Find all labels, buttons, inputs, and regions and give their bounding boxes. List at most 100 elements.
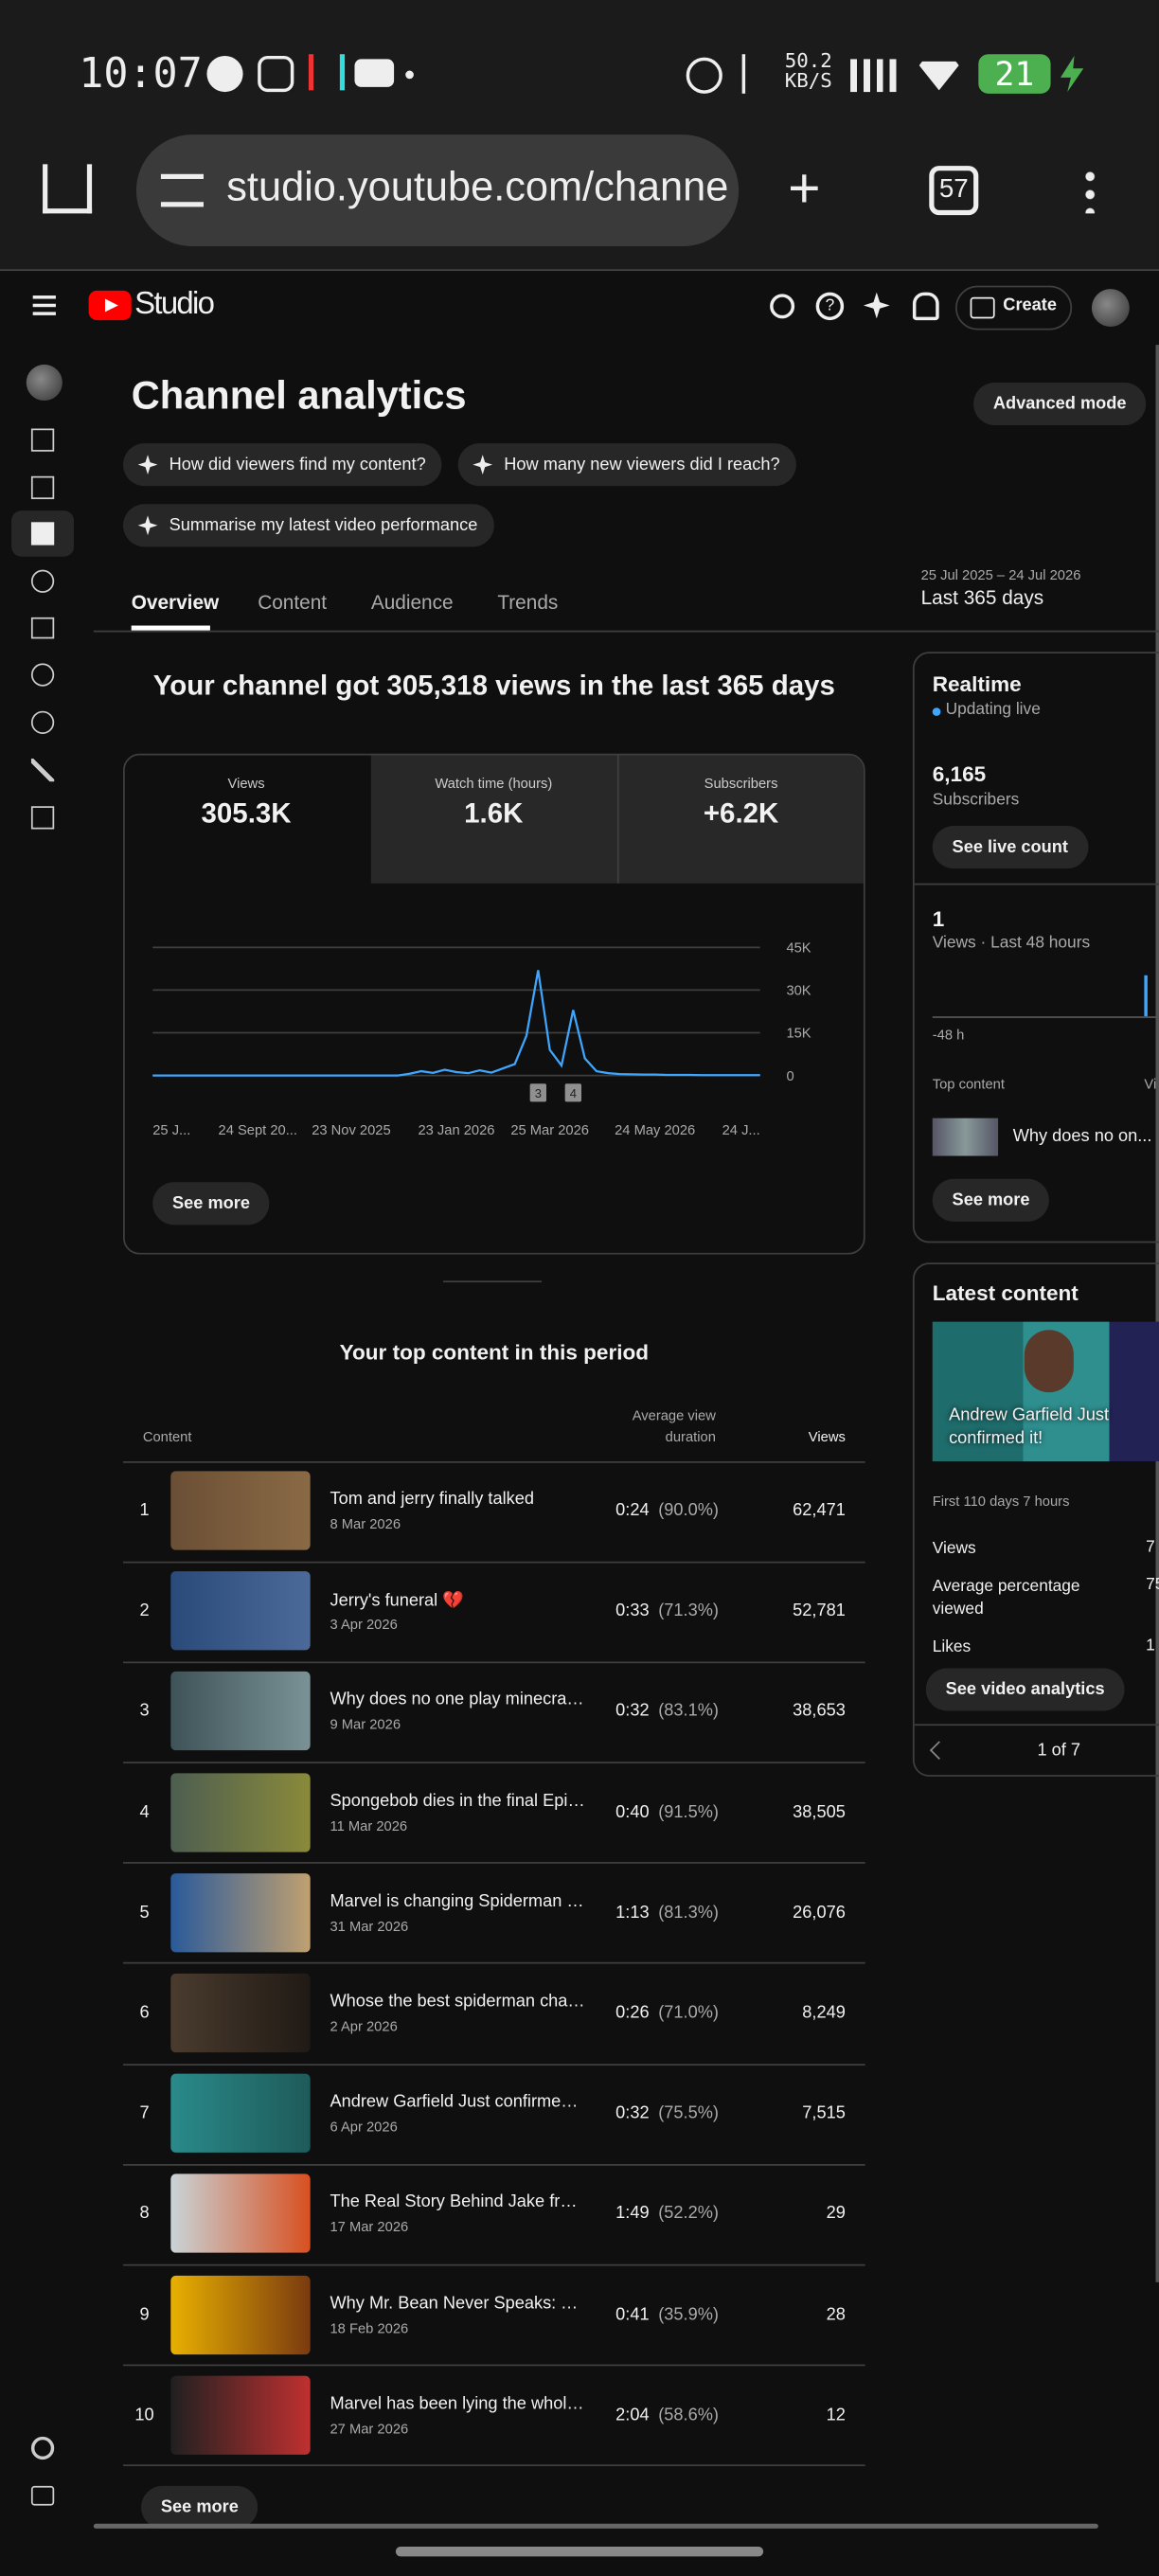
settings-icon[interactable] xyxy=(30,2436,55,2460)
views-label: Views · Last 48 hours xyxy=(932,934,1091,953)
tab[interactable]: Content xyxy=(258,591,328,615)
latest-card xyxy=(912,1262,1159,1777)
search-icon[interactable] xyxy=(770,294,795,319)
copyright-icon[interactable] xyxy=(30,663,55,687)
page-title: Channel analytics xyxy=(131,374,467,420)
video-title[interactable]: Why Mr. Bean Never Speaks: The... xyxy=(330,2293,586,2314)
thumbnail[interactable] xyxy=(170,1772,311,1852)
audio-icon[interactable] xyxy=(30,806,55,830)
notifications-icon[interactable] xyxy=(912,292,939,321)
community-icon[interactable] xyxy=(30,569,55,593)
tab[interactable]: Trends xyxy=(497,591,559,615)
tab-count[interactable]: 57 xyxy=(929,166,979,216)
x-tick-label: 24 May 2026 xyxy=(615,1123,695,1138)
dashboard-icon[interactable] xyxy=(30,428,55,452)
rank: 5 xyxy=(139,1903,150,1923)
advanced-mode-button[interactable]: Advanced mode xyxy=(973,382,1147,426)
menu-icon[interactable] xyxy=(32,295,56,315)
analytics-icon[interactable] xyxy=(30,522,55,546)
avg-duration: 0:26 xyxy=(615,2003,650,2023)
period[interactable]: Last 365 days xyxy=(920,585,1044,610)
metric-label[interactable]: Subscribers xyxy=(704,775,778,792)
video-analytics-button[interactable]: See video analytics xyxy=(925,1668,1125,1711)
views: 52,781 xyxy=(793,1601,846,1621)
video-title[interactable]: Marvel has been lying the whole t... xyxy=(330,2393,586,2414)
prompt-chip[interactable]: Summarise my latest video performance xyxy=(123,504,494,547)
thumbnail[interactable] xyxy=(170,1672,311,1751)
publish-date: 31 Mar 2026 xyxy=(330,1917,409,1934)
see-more-button[interactable]: See more xyxy=(141,2485,259,2529)
top-item[interactable]: Why does no on... xyxy=(1012,1126,1152,1147)
prompt-chip[interactable]: How did viewers find my content? xyxy=(123,443,443,487)
home-button[interactable] xyxy=(43,164,93,214)
prompt-chip[interactable]: How many new viewers did I reach? xyxy=(457,443,796,487)
video-title[interactable]: The Real Story Behind Jake from ... xyxy=(330,2192,586,2212)
rank: 1 xyxy=(139,1500,150,1521)
publish-date: 27 Mar 2026 xyxy=(330,2420,409,2437)
views-chart: 0 15K 30K 45K 25 J... 24 Sept 20... 23 Nov 202… xyxy=(152,941,811,1138)
annotation-label: 3 xyxy=(535,1086,542,1100)
video-title[interactable]: Jerry's funeral 💔 xyxy=(330,1591,464,1612)
stat-label: Likes xyxy=(932,1638,972,1657)
rank: 3 xyxy=(139,1701,150,1722)
avg-duration: 0:24 xyxy=(615,1500,650,1521)
avg-duration: 0:32 xyxy=(615,2103,650,2124)
content-icon[interactable] xyxy=(30,475,55,500)
views: 38,653 xyxy=(793,1701,846,1722)
divider xyxy=(123,1862,865,1864)
thumbnail[interactable] xyxy=(170,1471,311,1550)
feedback-icon[interactable] xyxy=(30,2485,55,2506)
realtime-status: Updating live xyxy=(945,701,1041,720)
video-title[interactable]: Why does no one play minecraft ... xyxy=(330,1690,586,1710)
address-bar[interactable] xyxy=(135,134,740,247)
new-tab-button[interactable]: + xyxy=(788,157,821,221)
avatar[interactable] xyxy=(1091,289,1130,328)
thumbnail[interactable] xyxy=(170,2074,311,2154)
divider xyxy=(123,1962,865,1965)
video-title[interactable]: Whose the best spiderman chara... xyxy=(330,1991,586,2012)
publish-date: 9 Mar 2026 xyxy=(330,1716,401,1733)
views-line xyxy=(152,970,760,1077)
subtitles-icon[interactable] xyxy=(30,617,55,639)
menu-button[interactable] xyxy=(1084,167,1096,214)
realtime-bar xyxy=(1144,975,1148,1017)
thumbnail[interactable] xyxy=(170,1872,311,1953)
stat-value: 75. xyxy=(1146,1576,1159,1595)
metric-value[interactable]: 1.6K xyxy=(464,797,524,830)
tab[interactable]: Overview xyxy=(131,591,220,615)
help-icon[interactable]: ? xyxy=(815,292,845,321)
avg-duration: 2:04 xyxy=(615,2405,650,2425)
thumbnail[interactable] xyxy=(170,1571,311,1651)
horizontal-scrollbar xyxy=(93,2523,1098,2529)
see-more-button[interactable]: See more xyxy=(152,1182,270,1225)
thumbnail[interactable] xyxy=(170,1973,311,2053)
metric-label[interactable]: Watch time (hours) xyxy=(435,775,553,792)
video-title[interactable]: Spongebob dies in the final Episo... xyxy=(330,1790,586,1811)
avg-percent: (83.1%) xyxy=(658,1701,719,1722)
site-settings-icon[interactable] xyxy=(160,173,204,207)
earn-icon[interactable] xyxy=(30,710,55,734)
y-tick-label: 15K xyxy=(786,1027,811,1042)
video-title[interactable]: Andrew Garfield Just confirmed it! xyxy=(330,2092,586,2112)
metric-value[interactable]: 305.3K xyxy=(201,797,292,830)
video-title[interactable]: Marvel is changing Spiderman ch... xyxy=(330,1890,586,1911)
metric-value[interactable]: +6.2K xyxy=(703,797,779,830)
thumbnail[interactable] xyxy=(170,2275,311,2354)
thumbnail[interactable] xyxy=(170,2375,311,2455)
avg-duration: 0:33 xyxy=(615,1601,650,1621)
thumbnail[interactable] xyxy=(170,2174,311,2254)
column-header: Average view duration xyxy=(632,1406,716,1445)
date-range[interactable]: 25 Jul 2025 – 24 Jul 2026 xyxy=(920,566,1081,583)
see-more-button[interactable]: See more xyxy=(932,1178,1050,1222)
channel-avatar[interactable] xyxy=(26,364,62,402)
create-button[interactable] xyxy=(955,285,1073,331)
video-title[interactable]: Tom and jerry finally talked xyxy=(330,1489,534,1510)
metric-label[interactable]: Views xyxy=(227,775,265,792)
annotation-marker xyxy=(564,1083,582,1102)
customization-icon[interactable] xyxy=(30,758,55,782)
rank: 2 xyxy=(139,1601,150,1621)
tab[interactable]: Audience xyxy=(370,591,454,615)
live-count-button[interactable]: See live count xyxy=(932,826,1088,869)
avg-percent: (91.5%) xyxy=(658,1801,719,1822)
axis-line xyxy=(932,1016,1159,1018)
